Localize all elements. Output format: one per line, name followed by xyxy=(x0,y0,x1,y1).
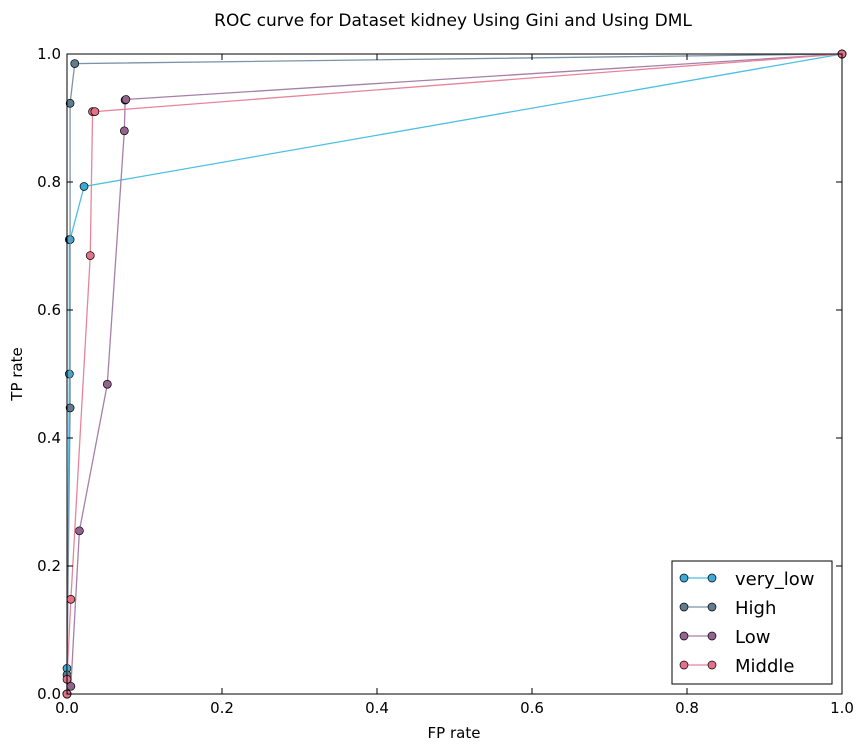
y-tick-label: 0.6 xyxy=(37,301,61,319)
legend-label: Middle xyxy=(735,656,794,677)
data-point xyxy=(119,126,129,136)
chart-title: ROC curve for Dataset kidney Using Gini … xyxy=(214,11,692,31)
y-tick-label: 0.2 xyxy=(37,557,61,575)
legend-label: High xyxy=(735,598,776,619)
legend-item: Middle xyxy=(679,656,794,677)
x-tick-label: 0.6 xyxy=(520,699,544,717)
y-tick-label: 0.8 xyxy=(37,173,61,191)
data-point xyxy=(65,403,75,413)
data-point xyxy=(102,379,112,389)
x-tick-label: 1.0 xyxy=(830,699,854,717)
plot-area: 0.0 0.2 0.4 0.6 0.8 1.0 0.0 0.2 0.4 0.6 0.8 1.0 xyxy=(37,45,854,717)
data-point xyxy=(75,526,84,536)
legend-item: High xyxy=(679,598,776,619)
legend-item: Low xyxy=(679,627,770,648)
legend-label: Low xyxy=(735,627,770,648)
legend-label: very_low xyxy=(735,569,815,590)
data-point xyxy=(85,251,95,260)
data-point xyxy=(79,182,89,191)
data-point xyxy=(66,681,76,691)
data-point xyxy=(65,98,75,108)
x-tick-label: 0.2 xyxy=(210,699,234,717)
data-point xyxy=(70,59,80,68)
plot-frame xyxy=(66,53,843,695)
data-point xyxy=(66,594,76,604)
x-tick-label: 0.4 xyxy=(365,699,389,717)
y-tick-label: 0.4 xyxy=(37,429,61,447)
data-point xyxy=(90,107,100,116)
y-axis-label: TP rate xyxy=(8,347,26,401)
legend-item: very_low xyxy=(679,569,815,590)
legend: very_low High Low Middle xyxy=(671,560,833,685)
data-point xyxy=(121,95,131,104)
x-axis-label: FP rate xyxy=(428,724,481,742)
x-tick-label: 0.0 xyxy=(55,699,79,717)
legend-frame xyxy=(671,560,833,685)
y-tick-label: 1.0 xyxy=(37,45,61,63)
x-tick-label: 0.8 xyxy=(675,699,699,717)
y-tick-label: 0.0 xyxy=(37,685,61,703)
